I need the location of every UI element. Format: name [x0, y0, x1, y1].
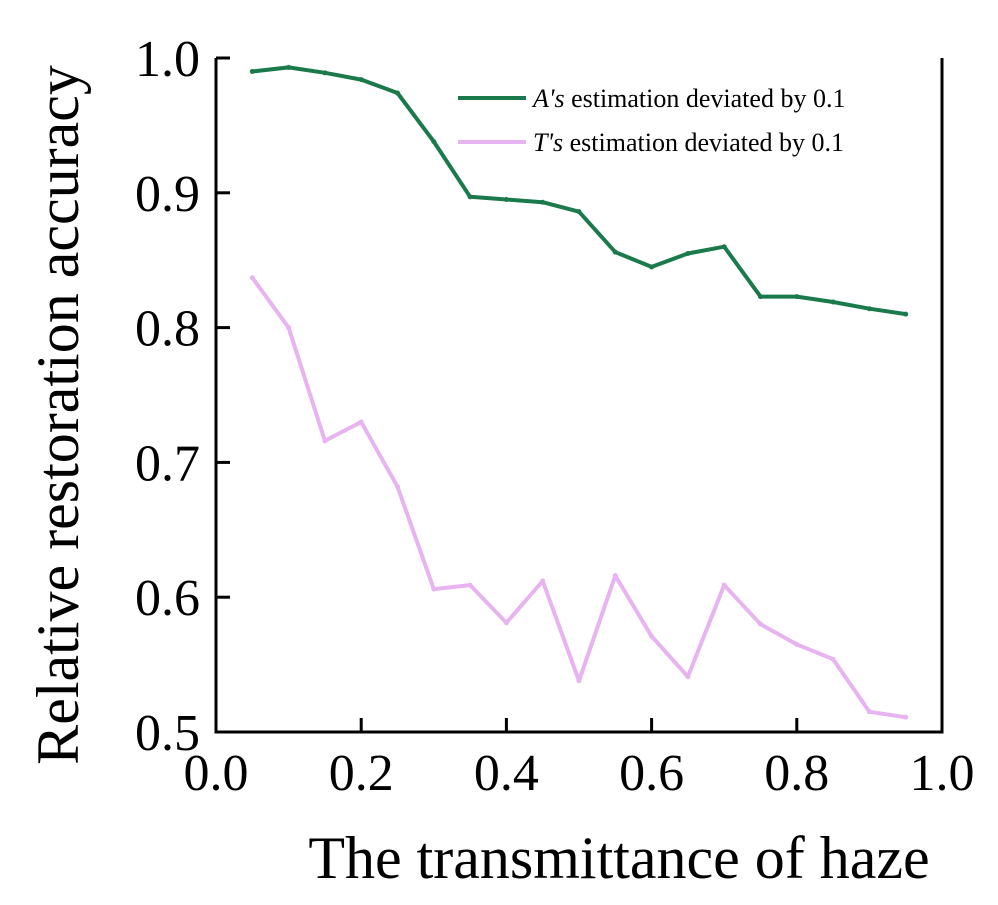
legend-label: A's estimation deviated by 0.1 [531, 84, 845, 113]
data-point [685, 250, 691, 256]
y-tick-label: 0.7 [135, 435, 200, 492]
data-point [395, 484, 400, 490]
x-tick-label: 1.0 [910, 745, 975, 802]
x-tick-label: 0.2 [329, 745, 394, 802]
data-point [431, 139, 437, 145]
data-point [431, 586, 437, 592]
data-point [503, 197, 509, 203]
data-point [395, 90, 400, 96]
data-point [830, 299, 836, 305]
axis-ticks [214, 56, 944, 734]
data-point [866, 709, 872, 715]
y-tick-label: 0.5 [135, 705, 200, 762]
data-point [649, 264, 655, 270]
data-point [358, 419, 364, 425]
data-point [758, 294, 763, 300]
data-point [758, 621, 763, 627]
data-point [794, 641, 800, 647]
data-point [576, 209, 582, 215]
data-point [612, 249, 618, 255]
data-point [721, 244, 727, 250]
data-point [322, 70, 328, 76]
y-axis-title: Relative restoration accuracy [25, 65, 91, 765]
data-point [322, 438, 328, 444]
data-point [503, 620, 509, 626]
y-tick-label: 0.8 [135, 301, 200, 358]
data-point [830, 656, 836, 662]
data-point [249, 275, 255, 281]
legend: A's estimation deviated by 0.1 T's estima… [458, 84, 845, 157]
x-axis-title: The transmittance of haze [308, 825, 929, 891]
legend-label: T's estimation deviated by 0.1 [533, 128, 844, 157]
data-point [612, 573, 618, 579]
data-point [685, 674, 691, 680]
data-point [467, 194, 473, 200]
data-point [358, 77, 364, 83]
series-line [250, 275, 908, 720]
series-a-estimation [249, 64, 909, 317]
x-tick-label: 0.6 [619, 745, 684, 802]
data-point [540, 578, 546, 584]
data-point [540, 199, 546, 205]
x-tick-label: 0.0 [184, 745, 249, 802]
x-tick-label: 0.8 [764, 745, 829, 802]
data-point [249, 68, 255, 74]
data-point [903, 311, 909, 317]
axis-tick-labels: 0.0 0.2 0.4 0.6 0.8 1.0 0.5 0.6 0.7 0.8 0.9 1.0 [135, 31, 975, 802]
data-point [576, 678, 582, 684]
data-point [903, 714, 909, 720]
data-point [721, 582, 727, 588]
series-layer [249, 64, 909, 720]
data-point [286, 325, 292, 331]
data-point [866, 306, 872, 312]
data-point [286, 64, 292, 70]
data-point [794, 294, 800, 300]
y-tick-label: 0.6 [135, 570, 200, 627]
data-point [649, 633, 655, 639]
data-point [467, 582, 473, 588]
y-tick-label: 0.9 [135, 166, 200, 223]
x-tick-label: 0.4 [474, 745, 539, 802]
y-tick-label: 1.0 [135, 31, 200, 88]
plot-frame [214, 58, 944, 734]
series-t-estimation [249, 275, 909, 720]
